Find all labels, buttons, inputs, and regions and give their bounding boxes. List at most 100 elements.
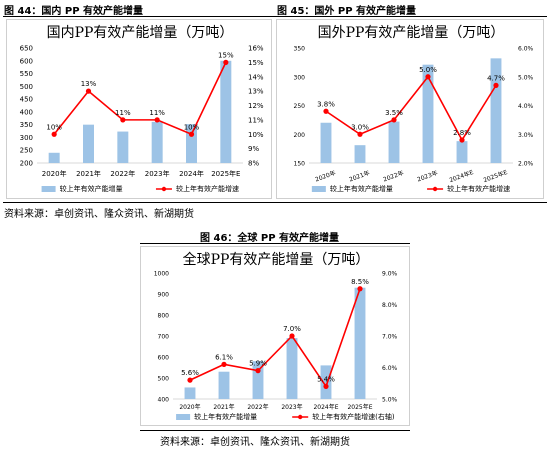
data-label: 6.1%: [215, 353, 233, 361]
data-label: 13%: [81, 80, 97, 88]
y-left-tick-label: 500: [158, 376, 170, 383]
x-tick-label: 2020年: [42, 169, 67, 178]
bar: [252, 361, 264, 399]
chart-panel-domestic: 国内PP有效产能增量（万吨） 200 250 300 350 400 450 500 550 60…: [6, 19, 272, 199]
line-point: [459, 137, 465, 143]
legend-label-bar: 较上年有效产能增量: [330, 184, 393, 193]
line-point: [425, 74, 431, 80]
y-left-tick-label: 200: [294, 132, 306, 139]
x-tick-label: 2021年: [213, 403, 234, 411]
chart-title: 全球PP有效产能增量（万吨）: [183, 251, 370, 268]
line-point: [223, 59, 229, 65]
x-tick-label: 2025年E: [347, 403, 372, 411]
y-right-tick-label: 9.0%: [382, 271, 398, 278]
data-label: 5.0%: [419, 66, 437, 74]
source-note-top: 资料来源：卓创资讯、隆众资讯、新湖期货: [4, 209, 194, 220]
y-right-tick-label: 7.0%: [382, 334, 398, 341]
data-label: 15%: [218, 51, 234, 59]
y-left-tick-label: 550: [20, 70, 33, 78]
data-label: 3.5%: [385, 109, 403, 117]
chart-title: 国内PP有效产能增量（万吨）: [47, 25, 234, 41]
y-right-tick-label: 3.0%: [518, 132, 534, 139]
data-label: 4.7%: [487, 74, 505, 82]
y-right-tick-label: 15%: [248, 59, 264, 67]
legend-swatch-marker: [432, 186, 438, 192]
y-right-tick-label: 2.0%: [518, 161, 534, 168]
line-point: [255, 368, 261, 374]
source-rule-top: [3, 202, 547, 203]
y-right-tick-label: 5.0%: [518, 74, 534, 81]
bar: [286, 338, 298, 399]
line-point: [51, 131, 57, 137]
line-point: [187, 377, 193, 383]
y-left-tick-label: 300: [294, 74, 306, 81]
legend-swatch-marker: [161, 186, 167, 192]
data-label: 11%: [115, 109, 131, 117]
series-line: [325, 75, 497, 142]
bar: [320, 365, 332, 399]
y-right-tick-label: 6.0%: [382, 365, 398, 372]
line-point: [221, 361, 227, 367]
bar: [456, 141, 468, 163]
x-tick-label: 2022年: [382, 169, 405, 184]
bar: [83, 124, 94, 163]
source-rule-bottom: [140, 430, 410, 431]
bar: [320, 122, 332, 163]
x-tick-label: 2024年E: [448, 168, 474, 184]
y-right-tick-label: 11%: [248, 116, 264, 124]
legend-swatch-bar: [311, 186, 326, 192]
y-right-tick-label: 6.0%: [518, 46, 534, 53]
y-right-tick-label: 12%: [248, 102, 264, 110]
x-tick-label: 2023年: [416, 169, 439, 184]
x-tick-label: 2024年: [179, 169, 204, 178]
bar: [422, 64, 434, 163]
legend-label-line: 较上年有效产能增速: [176, 184, 239, 193]
y-left-tick-label: 250: [20, 147, 33, 155]
data-label: 3.8%: [317, 100, 335, 108]
x-tick-label: 2022年: [110, 169, 135, 178]
y-left-tick-label: 650: [20, 45, 33, 53]
y-left-tick-label: 600: [20, 57, 33, 65]
y-left-tick-label: 600: [158, 355, 170, 362]
bar: [218, 371, 230, 399]
y-left-tick-label: 700: [158, 334, 170, 341]
line-point: [323, 108, 329, 114]
data-label: 7.0%: [283, 325, 301, 333]
chart-domestic: 国内PP有效产能增量（万吨） 200 250 300 350 400 450 500 550 60…: [20, 25, 264, 193]
y-right-tick-label: 13%: [248, 88, 264, 96]
y-left-tick-label: 800: [158, 313, 170, 320]
series-line: [189, 288, 361, 389]
bar: [186, 124, 197, 163]
y-left-tick-label: 200: [20, 160, 33, 168]
data-label: 5.9%: [249, 360, 267, 368]
bar: [220, 60, 232, 163]
x-tick-label: 2024年E: [313, 403, 338, 411]
bar: [354, 287, 366, 399]
source-note-bottom: 资料来源：卓创资讯、隆众资讯、新湖期货: [160, 437, 350, 448]
y-left-tick-label: 1000: [154, 271, 169, 278]
y-right-tick-label: 8%: [248, 160, 259, 168]
legend-label-bar: 较上年有效产能增量: [194, 412, 257, 421]
y-right-tick-label: 9%: [248, 145, 259, 153]
x-tick-label: 2023年: [281, 403, 302, 411]
line-point: [323, 383, 329, 389]
line-point: [493, 82, 499, 88]
y-left-tick-label: 400: [20, 108, 33, 116]
chart-panel-global: 全球PP有效产能增量（万吨） 400 500 600 700 800 900 1000 5.0%…: [140, 246, 410, 426]
x-tick-label: 2022年: [247, 403, 268, 411]
bar: [184, 387, 196, 399]
line-point: [154, 117, 160, 123]
legend-label-bar: 较上年有效产能增量: [60, 184, 123, 193]
line-point: [391, 117, 397, 123]
x-tick-label: 2020年: [314, 169, 337, 184]
y-left-tick-label: 350: [20, 121, 33, 129]
figure-46-caption: 图 46：全球 PP 有效产能增量: [200, 233, 340, 244]
bar: [354, 145, 366, 163]
legend-label-line: 较上年有效产能增速(右轴): [312, 412, 395, 421]
chart-overseas: 国外PP有效产能增量（万吨） 150 200 250 300 350 2.0% 3.0% 4.0…: [294, 25, 534, 193]
data-label: 5.4%: [317, 375, 335, 383]
line-point: [289, 333, 295, 339]
figure-44-caption: 图 44：国内 PP 有效产能增量: [4, 6, 144, 17]
y-left-tick-label: 400: [158, 397, 170, 404]
y-left-tick-label: 150: [294, 161, 306, 168]
